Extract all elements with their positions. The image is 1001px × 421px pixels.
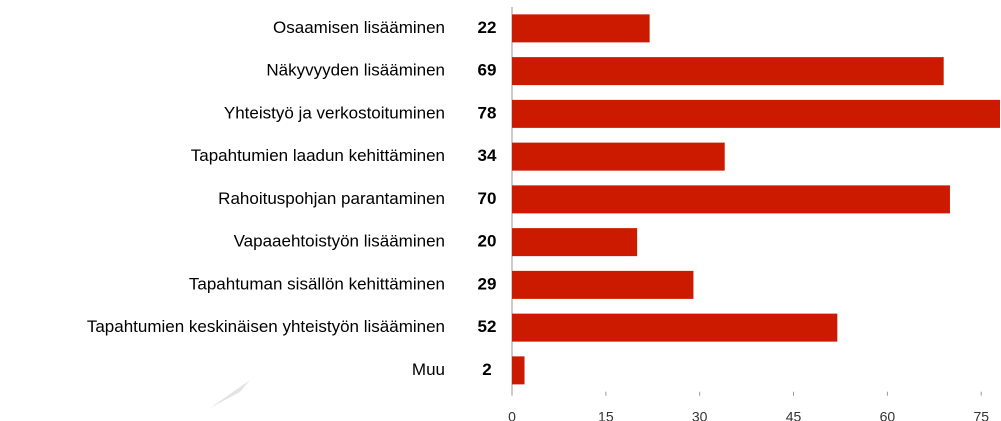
category-label: Tapahtumien keskinäisen yhteistyön lisää… — [87, 317, 445, 336]
x-tick-label: 60 — [880, 408, 896, 421]
category-label: Yhteistyö ja verkostoituminen — [224, 103, 445, 122]
x-tick-label: 30 — [692, 408, 708, 421]
category-label: Muu — [412, 360, 445, 379]
bar — [512, 313, 838, 342]
category-label: Osaamisen lisääminen — [273, 18, 445, 37]
decoration — [210, 380, 250, 408]
value-label: 20 — [478, 232, 497, 251]
category-label: Näkyvyyden lisääminen — [266, 61, 445, 80]
bar — [512, 142, 725, 171]
bar — [512, 57, 944, 86]
category-label: Vapaaehtoistyön lisääminen — [234, 232, 445, 251]
value-label: 2 — [482, 360, 491, 379]
value-label: 34 — [478, 146, 497, 165]
x-tick-label: 45 — [786, 408, 802, 421]
value-label: 69 — [478, 61, 497, 80]
x-tick-label: 15 — [598, 408, 614, 421]
bar — [512, 185, 950, 214]
category-label: Rahoituspohjan parantaminen — [218, 189, 445, 208]
value-label: 29 — [478, 274, 497, 293]
bar — [512, 228, 638, 257]
x-tick-label: 0 — [508, 408, 516, 421]
bar — [512, 14, 650, 43]
x-tick-label: 75 — [973, 408, 989, 421]
bar — [512, 270, 694, 299]
value-label: 70 — [478, 189, 497, 208]
value-label: 22 — [478, 18, 497, 37]
bar — [512, 356, 525, 385]
value-label: 52 — [478, 317, 497, 336]
category-label: Tapahtumien laadun kehittäminen — [191, 146, 445, 165]
value-label: 78 — [478, 103, 497, 122]
category-label: Tapahtuman sisällön kehittäminen — [189, 274, 445, 293]
bar — [512, 99, 1000, 128]
